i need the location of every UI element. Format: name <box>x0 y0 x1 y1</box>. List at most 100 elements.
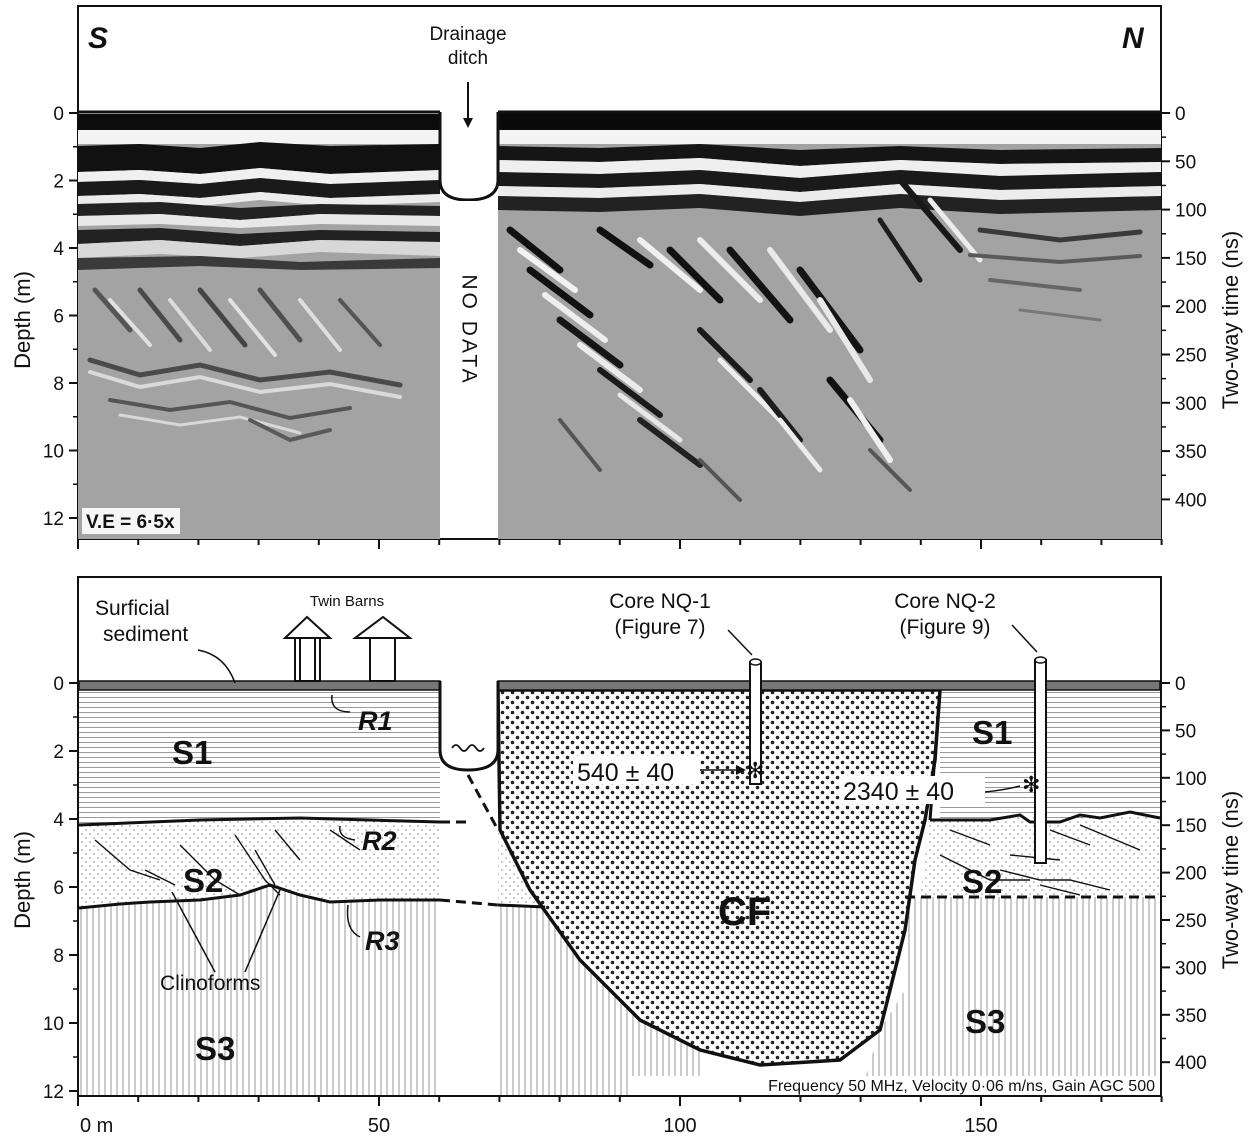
bottom-depth-label: 12 <box>43 1082 64 1103</box>
radargram-left-reflections <box>78 114 440 270</box>
top-time-label: 150 <box>1175 249 1207 270</box>
distance-label: 50 <box>368 1115 390 1137</box>
top-time-axis: 0 50 100 150 200 250 300 350 400 <box>1161 104 1207 511</box>
s3-left-label: S3 <box>195 1030 235 1067</box>
top-depth-label: 8 <box>53 374 64 395</box>
clinoforms-left <box>94 829 361 896</box>
r2-leader <box>339 825 356 841</box>
bottom-time-label: 400 <box>1175 1053 1207 1074</box>
core2-label-line2: (Figure 9) <box>899 616 990 639</box>
date2-label: 2340 ± 40 <box>843 778 954 806</box>
acquisition-footer: Frequency 50 MHz, Velocity 0·06 m/ns, Ga… <box>768 1078 1155 1095</box>
core1-leader-line <box>727 629 753 656</box>
top-time-label: 0 <box>1175 104 1186 125</box>
r2-surface-right <box>930 810 1161 824</box>
top-depth-label: 0 <box>53 104 64 125</box>
channel-margin-dashed <box>466 774 500 831</box>
twin-barns-icon <box>282 615 413 682</box>
drainage-ditch-section <box>438 681 500 772</box>
date2-arrow <box>984 785 1021 793</box>
ditch-label-line2: ditch <box>448 48 488 69</box>
top-time-label: 200 <box>1175 297 1207 318</box>
bottom-time-label: 0 <box>1175 674 1186 695</box>
unit-s3-left <box>79 885 440 1095</box>
s1-right-label: S1 <box>972 714 1012 751</box>
bottom-depth-axis: 0 2 4 6 8 10 12 <box>43 674 78 1103</box>
surficial-label-line1: Surficial <box>95 597 170 620</box>
top-panel: S N Drainage ditch NO DATA V.E = 6·5x 0 2… <box>10 5 1243 540</box>
bottom-time-axis: 0 50 100 150 200 250 300 350 400 <box>1161 674 1207 1074</box>
bottom-depth-label: 10 <box>43 1014 64 1035</box>
date1-label: 540 ± 40 <box>577 759 674 787</box>
bottom-time-label: 300 <box>1175 958 1207 979</box>
bottom-depth-label: 0 <box>53 674 64 695</box>
bottom-right-axis-title: Two-way time (ns) <box>1218 791 1243 969</box>
north-label: N <box>1122 22 1145 55</box>
top-right-axis-title: Two-way time (ns) <box>1218 231 1243 409</box>
south-label: S <box>88 22 108 55</box>
top-depth-label: 4 <box>53 239 64 260</box>
surficial-leader <box>197 649 236 684</box>
bottom-depth-label: 4 <box>53 810 64 831</box>
bottom-panel: ✻ ✻ Surficial sediment Twin Barns Core N… <box>10 576 1243 1103</box>
top-depth-axis: 0 2 4 6 8 10 12 <box>43 104 78 530</box>
date2-bg <box>840 776 985 804</box>
core2-label-line1: Core NQ-2 <box>894 590 996 613</box>
top-left-axis-title: Depth (m) <box>10 271 35 369</box>
bottom-depth-label: 8 <box>53 946 64 967</box>
surficial-sediment-right <box>497 680 1161 691</box>
drainage-ditch-outline <box>438 112 500 202</box>
ve-label-box <box>82 508 180 534</box>
bottom-time-label: 200 <box>1175 864 1207 885</box>
radargram-right-reflections <box>498 112 1161 216</box>
r2-label: R2 <box>362 826 397 856</box>
s2-right-label: S2 <box>962 863 1002 900</box>
clinoform-leader-2 <box>244 889 281 973</box>
ditch-water-symbol <box>451 744 485 752</box>
top-depth-label: 6 <box>53 307 64 328</box>
s2-left-label: S2 <box>183 862 223 899</box>
ve-label: V.E = 6·5x <box>86 512 175 533</box>
unit-s1-left <box>79 690 440 825</box>
top-time-label: 300 <box>1175 394 1207 415</box>
distance-label: 100 <box>663 1115 696 1137</box>
unit-s3-center-right <box>860 990 905 1095</box>
core1-label-line2: (Figure 7) <box>614 616 705 639</box>
top-depth-label: 12 <box>43 509 64 530</box>
bottom-time-label: 150 <box>1175 816 1207 837</box>
sample-star-2: ✻ <box>1022 772 1040 797</box>
r3-label: R3 <box>365 926 400 956</box>
unit-s2-left <box>79 818 440 908</box>
no-data-label: NO DATA <box>457 274 480 385</box>
date1-bg <box>573 756 700 784</box>
distance-axis: 0 m 50 100 150 <box>77 539 1163 1137</box>
bottom-time-label: 350 <box>1175 1006 1207 1027</box>
clinoform-leader-1 <box>171 891 216 973</box>
cf-label: CF <box>718 890 771 934</box>
bottom-depth-label: 2 <box>53 742 64 763</box>
top-depth-label: 10 <box>43 442 64 463</box>
r3-surface-left <box>78 883 440 910</box>
unit-s2-center <box>498 830 545 907</box>
top-time-label: 400 <box>1175 490 1207 511</box>
r2-surface-left <box>78 816 441 827</box>
top-time-label: 100 <box>1175 201 1207 222</box>
core1-label-line1: Core NQ-1 <box>609 590 711 613</box>
bottom-depth-label: 6 <box>53 878 64 899</box>
bottom-left-axis-title: Depth (m) <box>10 831 35 929</box>
core-nq1-icon <box>749 658 762 785</box>
r3-dashed-across-ditch <box>439 898 499 907</box>
core2-leader-line <box>1011 624 1038 653</box>
core-nq2-icon <box>1034 656 1047 864</box>
r3-leader <box>346 904 361 938</box>
r3-surface-center <box>497 903 546 909</box>
r1-leader <box>331 694 351 713</box>
s3-right-label: S3 <box>965 1003 1005 1040</box>
surficial-label-line2: sediment <box>103 623 188 646</box>
clinoforms-label: Clinoforms <box>160 972 260 995</box>
sample-star-1: ✻ <box>746 758 764 783</box>
unit-s3-right <box>905 897 1160 1095</box>
radargram-left-dipping-events <box>87 287 403 443</box>
top-time-label: 350 <box>1175 442 1207 463</box>
